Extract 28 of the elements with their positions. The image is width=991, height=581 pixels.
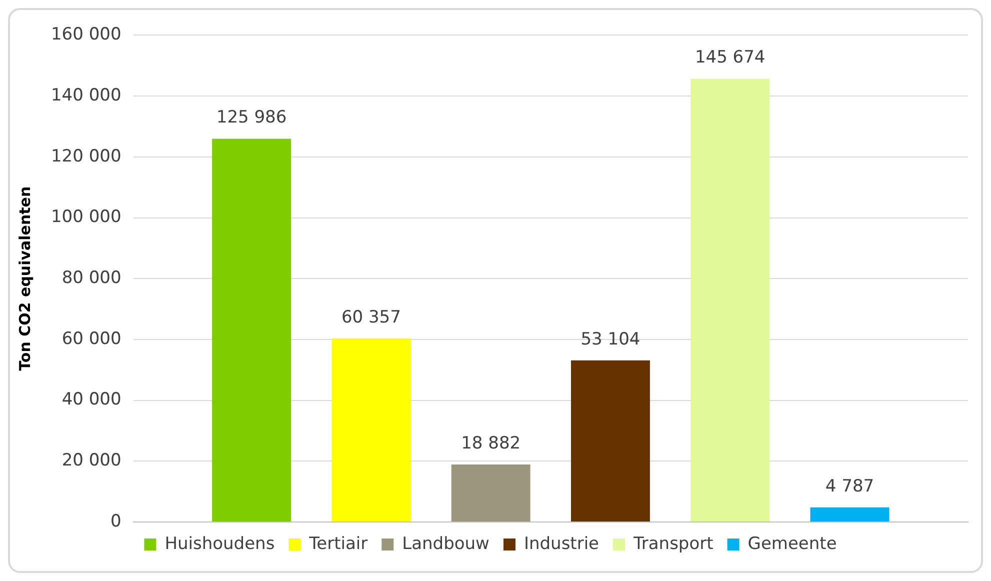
y-tick-label: 140 000 — [50, 85, 122, 106]
y-tick-label: 100 000 — [50, 207, 122, 228]
y-tick-label: 80 000 — [62, 268, 122, 288]
legend-label: Transport — [632, 534, 714, 554]
y-tick-label: 20 000 — [62, 450, 122, 471]
data-label: 18 882 — [461, 433, 521, 454]
bar — [570, 360, 650, 522]
legend-label: Landbouw — [402, 534, 490, 554]
y-tick-label: 40 000 — [62, 390, 122, 410]
bar — [212, 138, 292, 522]
bar — [451, 464, 530, 522]
data-label: 4 787 — [825, 476, 874, 496]
bar — [810, 507, 890, 522]
data-label: 53 104 — [580, 329, 640, 350]
legend-label: Gemeente — [748, 534, 837, 554]
data-label: 145 674 — [694, 48, 766, 68]
bar — [332, 338, 411, 522]
y-tick-label: 60 000 — [62, 328, 122, 349]
legend-label: Tertiair — [308, 534, 368, 554]
data-label: 60 357 — [341, 307, 401, 328]
y-tick-label: 120 000 — [50, 146, 122, 166]
bar — [690, 78, 770, 522]
y-tick-label: 160 000 — [50, 24, 122, 45]
legend-label: Huishoudens — [164, 534, 275, 554]
data-label: 125 986 — [216, 108, 287, 128]
y-axis-title: Ton CO2 equivalenten — [16, 186, 34, 371]
y-tick-label: 0 — [110, 511, 122, 532]
legend-label: Industrie — [524, 534, 600, 554]
